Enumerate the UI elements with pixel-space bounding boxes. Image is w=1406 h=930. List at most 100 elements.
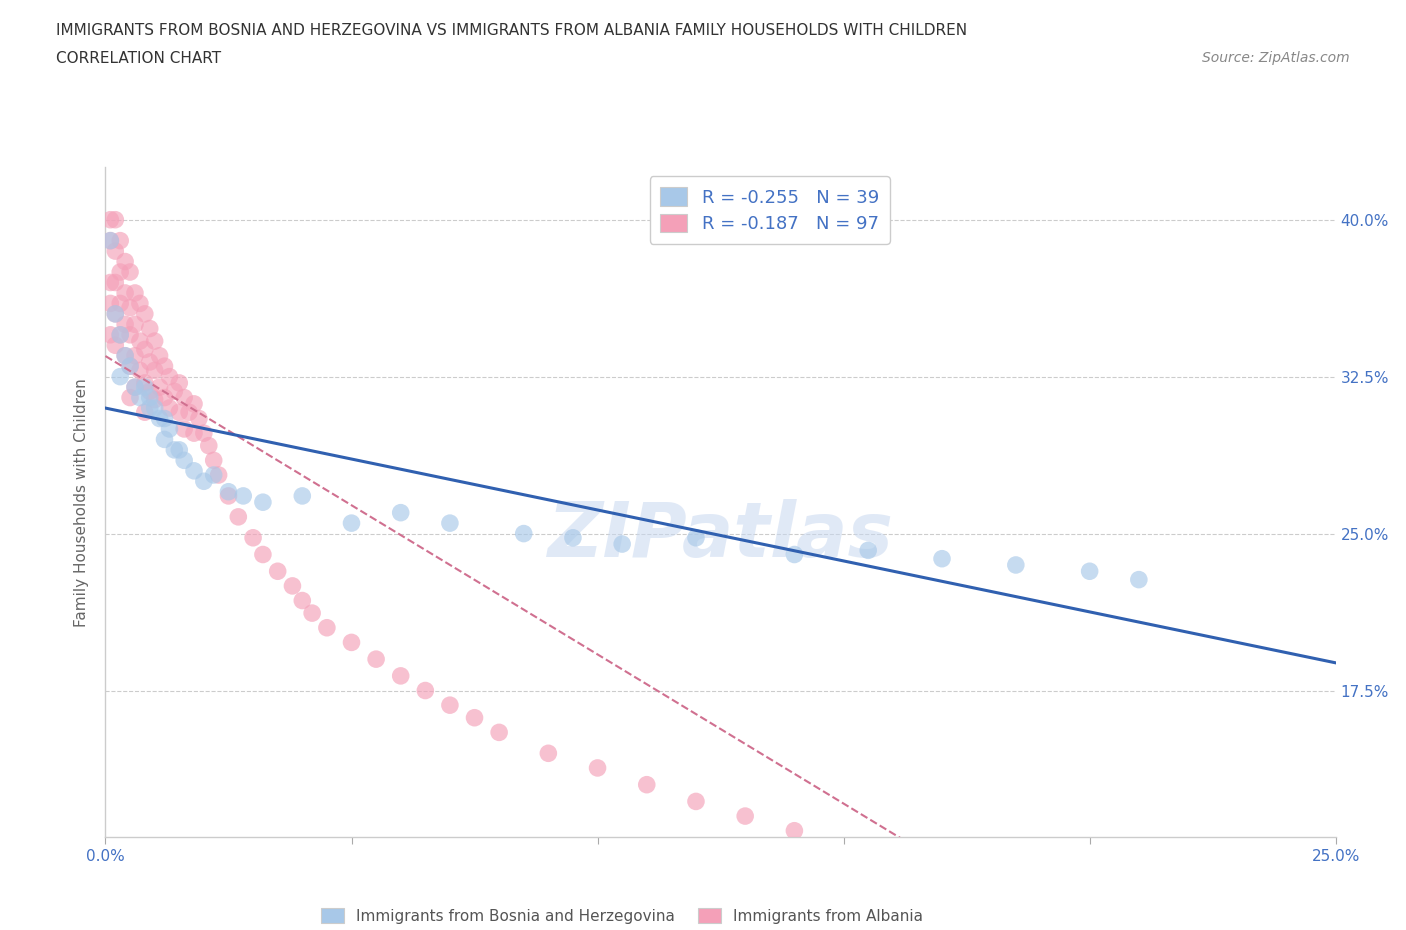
Point bbox=[232, 488, 254, 503]
Point bbox=[1004, 558, 1026, 573]
Point bbox=[586, 761, 609, 776]
Point bbox=[120, 300, 141, 315]
Point bbox=[153, 391, 176, 405]
Point bbox=[134, 307, 156, 322]
Point bbox=[138, 354, 162, 369]
Point bbox=[858, 543, 880, 558]
Point bbox=[124, 349, 146, 364]
Point bbox=[267, 564, 290, 578]
Point bbox=[882, 857, 904, 871]
Point bbox=[129, 391, 152, 405]
Point bbox=[120, 327, 141, 342]
Point bbox=[149, 411, 172, 426]
Point bbox=[537, 746, 560, 761]
Point bbox=[98, 233, 122, 248]
Point bbox=[98, 233, 122, 248]
Point bbox=[685, 794, 707, 809]
Point bbox=[138, 391, 162, 405]
Point bbox=[685, 530, 707, 545]
Point bbox=[291, 488, 314, 503]
Point bbox=[439, 516, 461, 531]
Point bbox=[104, 307, 127, 322]
Point bbox=[138, 321, 162, 336]
Text: ZIPatlas: ZIPatlas bbox=[547, 498, 894, 573]
Point bbox=[114, 349, 136, 364]
Point bbox=[138, 384, 162, 399]
Point bbox=[931, 551, 953, 566]
Point bbox=[129, 363, 152, 378]
Point bbox=[129, 296, 152, 311]
Point bbox=[124, 379, 146, 394]
Point bbox=[134, 379, 156, 394]
Point bbox=[169, 376, 191, 391]
Y-axis label: Family Households with Children: Family Households with Children bbox=[75, 378, 90, 627]
Point bbox=[114, 254, 136, 269]
Point bbox=[98, 275, 122, 290]
Point bbox=[124, 286, 146, 300]
Point bbox=[610, 537, 633, 551]
Point bbox=[120, 391, 141, 405]
Point bbox=[197, 438, 221, 453]
Point bbox=[120, 359, 141, 374]
Point bbox=[832, 840, 855, 855]
Point bbox=[173, 421, 195, 436]
Point bbox=[562, 530, 585, 545]
Point bbox=[104, 244, 127, 259]
Point bbox=[389, 505, 412, 520]
Text: Source: ZipAtlas.com: Source: ZipAtlas.com bbox=[1202, 51, 1350, 65]
Point bbox=[169, 443, 191, 458]
Point bbox=[120, 265, 141, 280]
Point bbox=[931, 871, 953, 886]
Point bbox=[183, 463, 205, 478]
Point bbox=[98, 327, 122, 342]
Point bbox=[188, 411, 211, 426]
Point bbox=[291, 593, 314, 608]
Point bbox=[110, 265, 132, 280]
Point bbox=[218, 485, 240, 499]
Point bbox=[439, 698, 461, 712]
Point bbox=[980, 886, 1002, 901]
Point bbox=[153, 359, 176, 374]
Point bbox=[129, 334, 152, 349]
Point bbox=[143, 401, 166, 416]
Point bbox=[98, 212, 122, 227]
Point bbox=[124, 317, 146, 332]
Point bbox=[734, 809, 756, 824]
Point bbox=[252, 547, 274, 562]
Point bbox=[110, 233, 132, 248]
Point bbox=[169, 405, 191, 419]
Point bbox=[228, 510, 250, 525]
Point bbox=[1128, 572, 1150, 587]
Text: IMMIGRANTS FROM BOSNIA AND HERZEGOVINA VS IMMIGRANTS FROM ALBANIA FAMILY HOUSEHO: IMMIGRANTS FROM BOSNIA AND HERZEGOVINA V… bbox=[56, 23, 967, 38]
Point bbox=[153, 411, 176, 426]
Point bbox=[366, 652, 388, 667]
Point bbox=[218, 488, 240, 503]
Point bbox=[301, 605, 323, 620]
Point bbox=[783, 547, 806, 562]
Point bbox=[110, 369, 132, 384]
Point bbox=[202, 453, 225, 468]
Point bbox=[1078, 564, 1101, 578]
Point bbox=[1128, 928, 1150, 930]
Point bbox=[488, 725, 510, 740]
Point bbox=[159, 421, 180, 436]
Point bbox=[208, 468, 231, 483]
Point bbox=[783, 823, 806, 838]
Point bbox=[124, 379, 146, 394]
Point bbox=[163, 443, 186, 458]
Point bbox=[636, 777, 658, 792]
Point bbox=[315, 620, 337, 635]
Point bbox=[415, 684, 437, 698]
Point bbox=[143, 392, 166, 407]
Point bbox=[159, 401, 180, 416]
Point bbox=[104, 275, 127, 290]
Point bbox=[114, 349, 136, 364]
Point bbox=[134, 376, 156, 391]
Point bbox=[1078, 913, 1101, 928]
Point bbox=[193, 426, 215, 441]
Point bbox=[149, 349, 172, 364]
Point bbox=[110, 327, 132, 342]
Legend: Immigrants from Bosnia and Herzegovina, Immigrants from Albania: Immigrants from Bosnia and Herzegovina, … bbox=[315, 901, 929, 930]
Point bbox=[281, 578, 304, 593]
Point bbox=[114, 286, 136, 300]
